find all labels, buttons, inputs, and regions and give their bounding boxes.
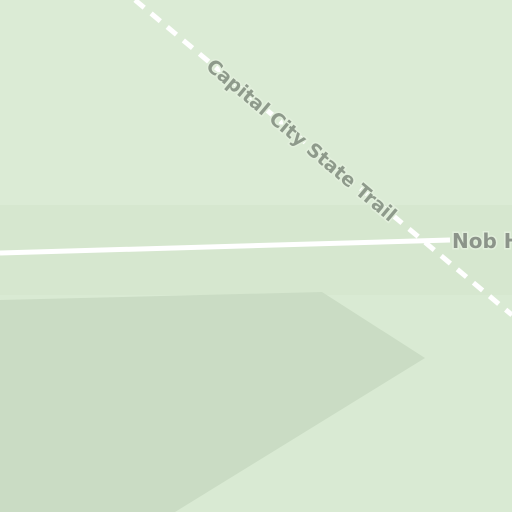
road-label[interactable]: Nob H: [451, 228, 512, 255]
park-darker-area: [0, 292, 425, 512]
trail-line[interactable]: [133, 0, 512, 317]
road-line[interactable]: [0, 237, 451, 256]
